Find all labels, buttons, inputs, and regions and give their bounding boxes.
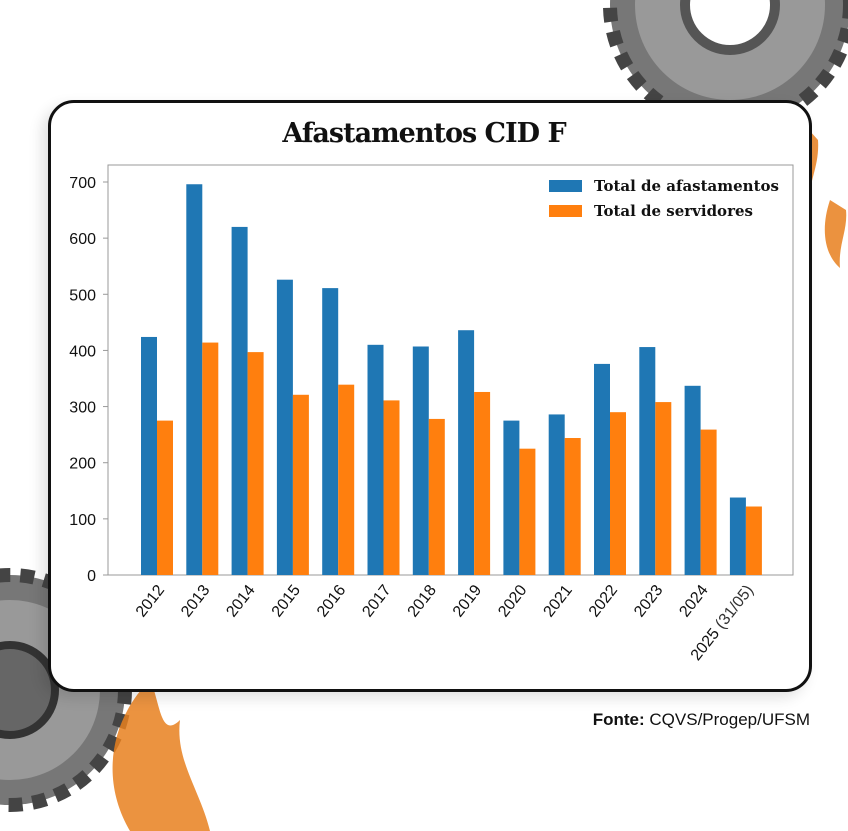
y-tick-label: 600: [69, 231, 96, 248]
x-tick-label: 2024: [676, 582, 711, 621]
x-tick-label: 2023: [631, 582, 666, 621]
y-tick-label: 500: [69, 287, 96, 304]
source-footer: Fonte: CQVS/Progep/UFSM: [593, 710, 810, 730]
bars: [141, 184, 762, 575]
x-tick-label: 2019: [450, 582, 485, 621]
x-tick-label: 2022: [586, 582, 621, 621]
legend-label-0: Total de afastamentos: [594, 177, 779, 195]
x-axis: 2012 2013 2014 2015 2016 2017 2018 2019 2020 2021…: [133, 582, 757, 664]
bar-afastamentos-2020: [503, 420, 520, 575]
bar-servidores-2020: [519, 448, 536, 575]
bar-servidores-2016: [338, 384, 355, 575]
bar-servidores-2013: [202, 342, 219, 575]
y-tick-label: 0: [87, 568, 96, 585]
x-tick-label: 2018: [405, 582, 440, 621]
legend: Total de afastamentos Total de servidores: [549, 177, 779, 220]
bar-servidores-2022: [610, 412, 626, 575]
bar-afastamentos-2014: [231, 226, 248, 575]
chart-title: Afastamentos CID F: [282, 118, 566, 149]
plot-frame: [107, 164, 794, 576]
x-tick-suffix: (31/05): [710, 582, 757, 636]
bar-servidores-2023: [655, 402, 672, 575]
bar-afastamentos-2017: [367, 344, 384, 575]
x-tick-label: 2013: [178, 582, 213, 621]
y-tick-label: 100: [69, 512, 96, 529]
gear-top-right-icon: [603, 0, 848, 132]
bar-afastamentos-2012: [141, 336, 157, 575]
bar-servidores-2014: [247, 352, 264, 575]
footer-label: Fonte:: [592, 710, 645, 729]
bar-servidores-2021: [564, 438, 581, 575]
x-tick-label: 2012: [133, 582, 168, 621]
legend-swatch-1: [549, 205, 582, 217]
bar-afastamentos-2025: [729, 497, 746, 575]
bar-servidores-2025: [745, 506, 762, 575]
bar-servidores-2018: [428, 418, 445, 575]
bar-servidores-2017: [383, 400, 400, 575]
bar-servidores-2024: [700, 429, 717, 575]
y-tick-label: 300: [69, 400, 96, 417]
bar-afastamentos-2019: [458, 330, 475, 575]
x-tick-label: 2020: [495, 582, 530, 621]
bar-afastamentos-2018: [412, 346, 429, 575]
bar-afastamentos-2021: [548, 414, 565, 575]
bar-afastamentos-2024: [684, 385, 701, 575]
bar-afastamentos-2013: [186, 184, 203, 575]
x-tick-label: 2015: [269, 582, 304, 621]
bar-afastamentos-2016: [322, 288, 339, 575]
y-tick-label: 700: [69, 175, 96, 192]
legend-label-1: Total de servidores: [594, 202, 753, 220]
legend-swatch-0: [549, 180, 582, 192]
y-tick-label: 200: [69, 456, 96, 473]
y-tick-label: 400: [69, 343, 96, 360]
x-tick-label: 2014: [223, 582, 258, 621]
x-tick-label: 2021: [541, 582, 576, 621]
bar-servidores-2015: [292, 394, 309, 575]
bar-afastamentos-2022: [594, 363, 610, 575]
bar-servidores-2019: [474, 391, 491, 575]
bar-servidores-2012: [157, 420, 173, 575]
footer-source: CQVS/Progep/UFSM: [649, 710, 810, 729]
x-tick-label: 2017: [359, 582, 394, 621]
bar-afastamentos-2015: [276, 279, 293, 575]
x-tick-label: 2016: [314, 582, 349, 621]
bar-afastamentos-2023: [639, 347, 656, 575]
y-axis: 0 100 200 300 400 500 600 700: [69, 175, 108, 585]
